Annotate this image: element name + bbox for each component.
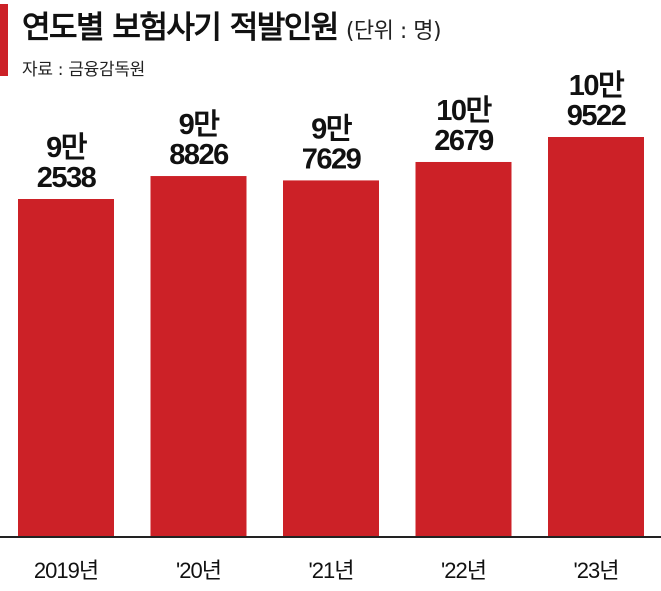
- bar-4: [415, 161, 512, 536]
- bar-3-label-line-1: 9만: [311, 112, 353, 145]
- bar-2-label-line-1: 9만: [179, 108, 221, 141]
- bar-2-label-line-2: 8826: [169, 139, 229, 171]
- chart-title: 연도별 보험사기 적발인원: [22, 10, 339, 46]
- x-tick-label-3: '21년: [309, 558, 354, 583]
- bar-2: [150, 176, 247, 536]
- title-row: 연도별 보험사기 적발인원 (단위 : 명): [22, 2, 442, 47]
- unit-label: (단위 : 명): [345, 19, 442, 44]
- x-tick-label-2: '20년: [176, 558, 221, 583]
- bar-3-label-line-2: 7629: [302, 143, 362, 175]
- bar-1: [18, 199, 114, 536]
- x-tick-label-1: 2019년: [34, 558, 98, 583]
- title-accent-bar: [0, 4, 8, 76]
- bar-5-label-line-1: 10만: [569, 69, 625, 102]
- bar-5: [548, 137, 644, 536]
- x-tick-label-4: '22년: [441, 558, 486, 583]
- bar-4-label-line-2: 2679: [434, 125, 494, 157]
- bar-3: [283, 180, 379, 536]
- bar-4-label-line-1: 10만: [436, 94, 492, 127]
- bar-1-label-line-2: 2538: [37, 162, 97, 194]
- source-label: 자료 : 금융감독원: [22, 60, 146, 80]
- x-tick-label-5: '23년: [574, 558, 619, 583]
- bar-5-label-line-2: 9522: [567, 100, 626, 132]
- bar-1-label-line-1: 9만: [46, 131, 88, 164]
